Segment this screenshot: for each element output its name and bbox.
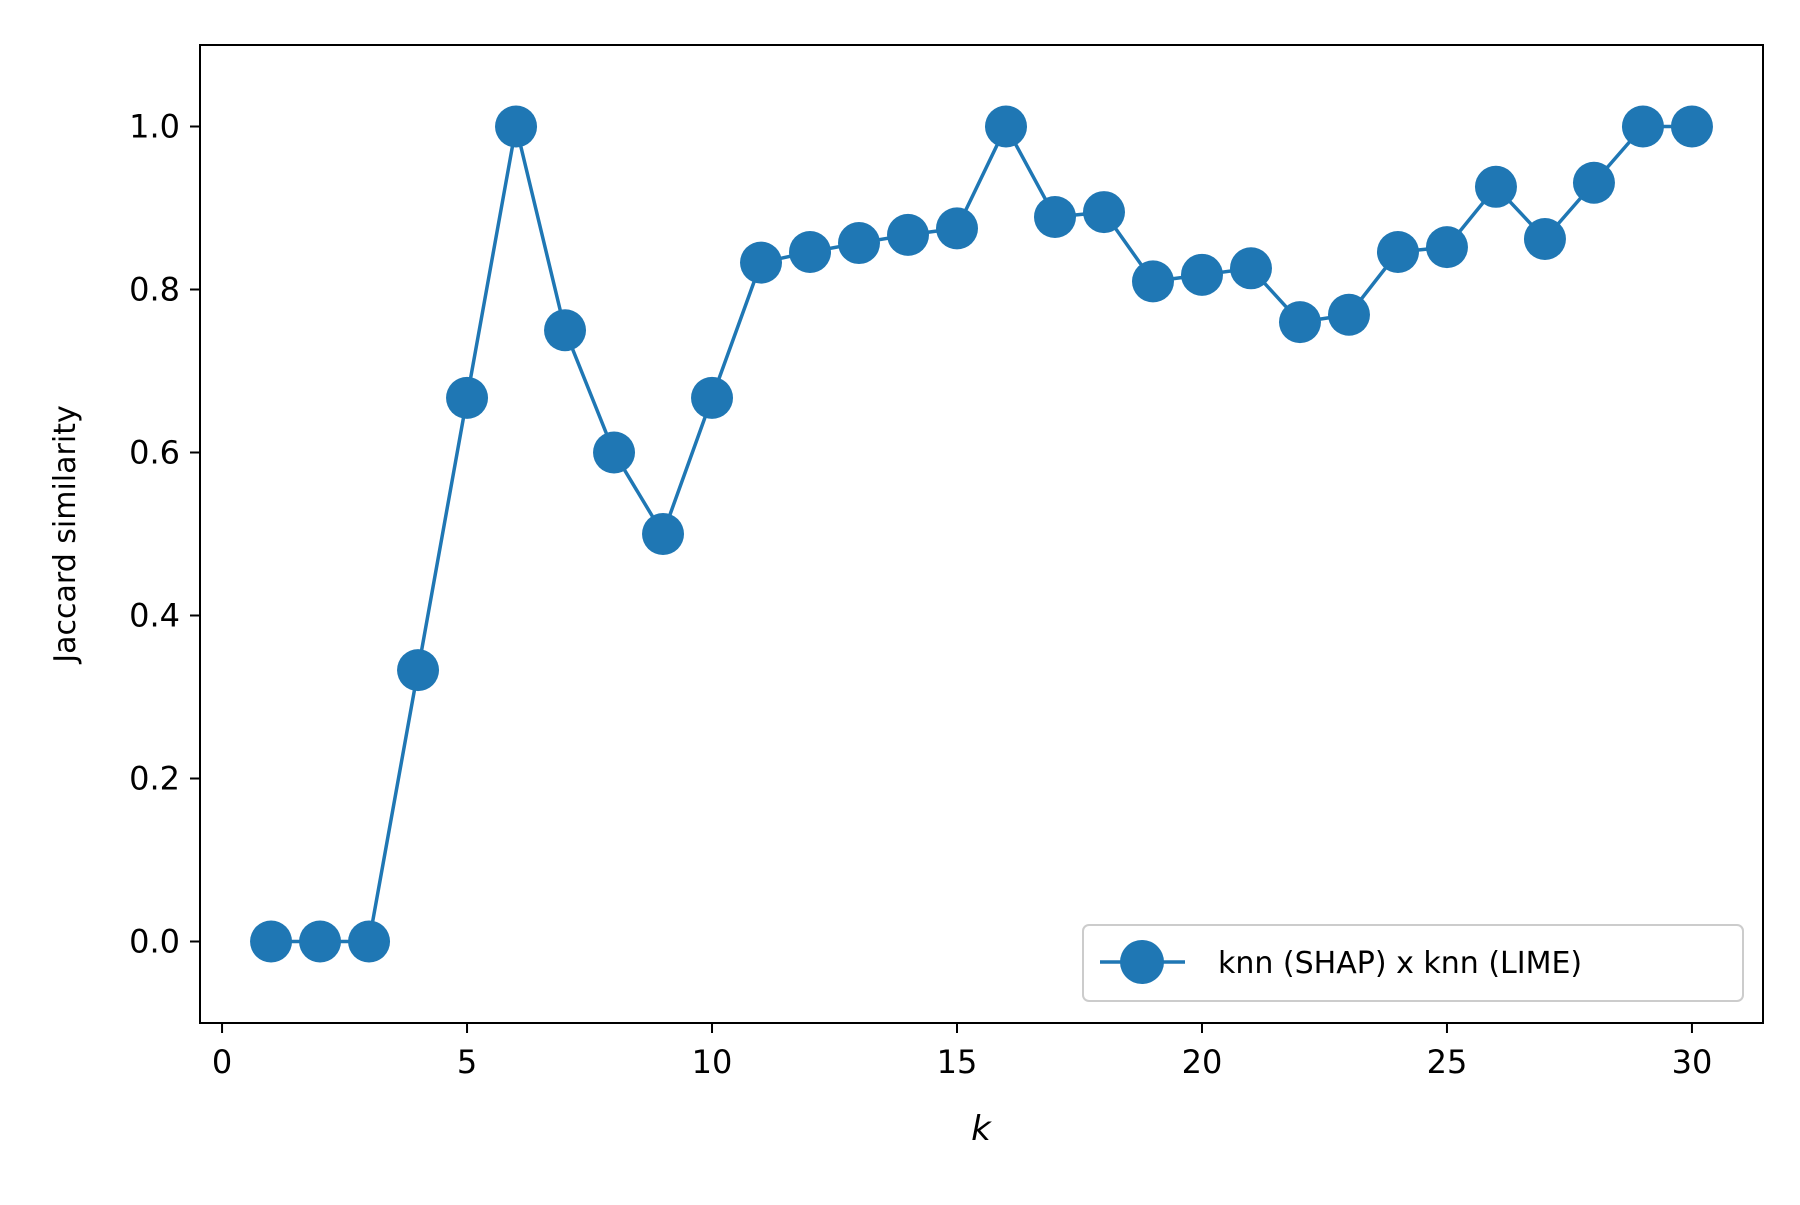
plot-area [200,45,1763,1023]
x-tick-label: 30 [1672,1043,1713,1081]
data-point [1474,165,1517,208]
data-point [691,376,734,419]
axes-frame [199,44,1764,1024]
data-point [1425,226,1468,269]
data-point [1670,105,1713,148]
data-point [936,207,979,250]
data-point [1572,161,1615,204]
data-point [1278,301,1321,344]
data-point [1082,191,1125,234]
data-point [838,222,881,265]
y-tick-label: 0.0 [129,923,180,961]
x-axis-label: k [971,1109,992,1149]
data-point [250,920,293,963]
data-point [1327,293,1370,336]
data-point [1229,247,1272,290]
y-tick-label: 0.6 [129,434,180,472]
y-tick-label: 0.4 [129,597,180,635]
data-point [789,231,832,274]
data-point [397,649,440,692]
series-layer [250,105,1713,963]
data-point [495,105,538,148]
legend-box [1082,924,1744,1002]
y-axis-label: Jaccard similarity [48,405,83,664]
x-tick-label: 5 [457,1043,477,1081]
data-point [1376,231,1419,274]
x-tick-label: 25 [1427,1043,1468,1081]
legend-point-marker [1120,940,1164,984]
data-point [1523,217,1566,260]
data-point [544,309,587,352]
data-point [348,920,391,963]
x-tick-label: 0 [212,1043,232,1081]
data-point [1621,105,1664,148]
data-point [299,920,342,963]
data-point [1131,260,1174,303]
data-point [984,105,1027,148]
data-point [593,431,636,474]
x-tick-label: 20 [1182,1043,1223,1081]
data-point [1033,195,1076,238]
data-point [740,241,783,284]
legend-entry-label: knn (SHAP) x knn (LIME) [1218,946,1582,981]
data-point [1180,253,1223,296]
data-point [887,213,930,256]
y-axis: 0.0 0.2 0.4 0.6 0.8 1.0 [129,108,200,961]
x-tick-label: 15 [937,1043,978,1081]
data-point [446,376,489,419]
data-point [642,513,685,555]
legend: knn (SHAP) x knn (LIME) [1082,924,1744,1002]
y-tick-label: 1.0 [129,108,180,146]
x-tick-label: 10 [692,1043,733,1081]
x-axis: 0 5 10 15 20 25 30 [212,1023,1712,1081]
y-tick-label: 0.8 [129,271,180,309]
y-tick-label: 0.2 [129,760,180,798]
